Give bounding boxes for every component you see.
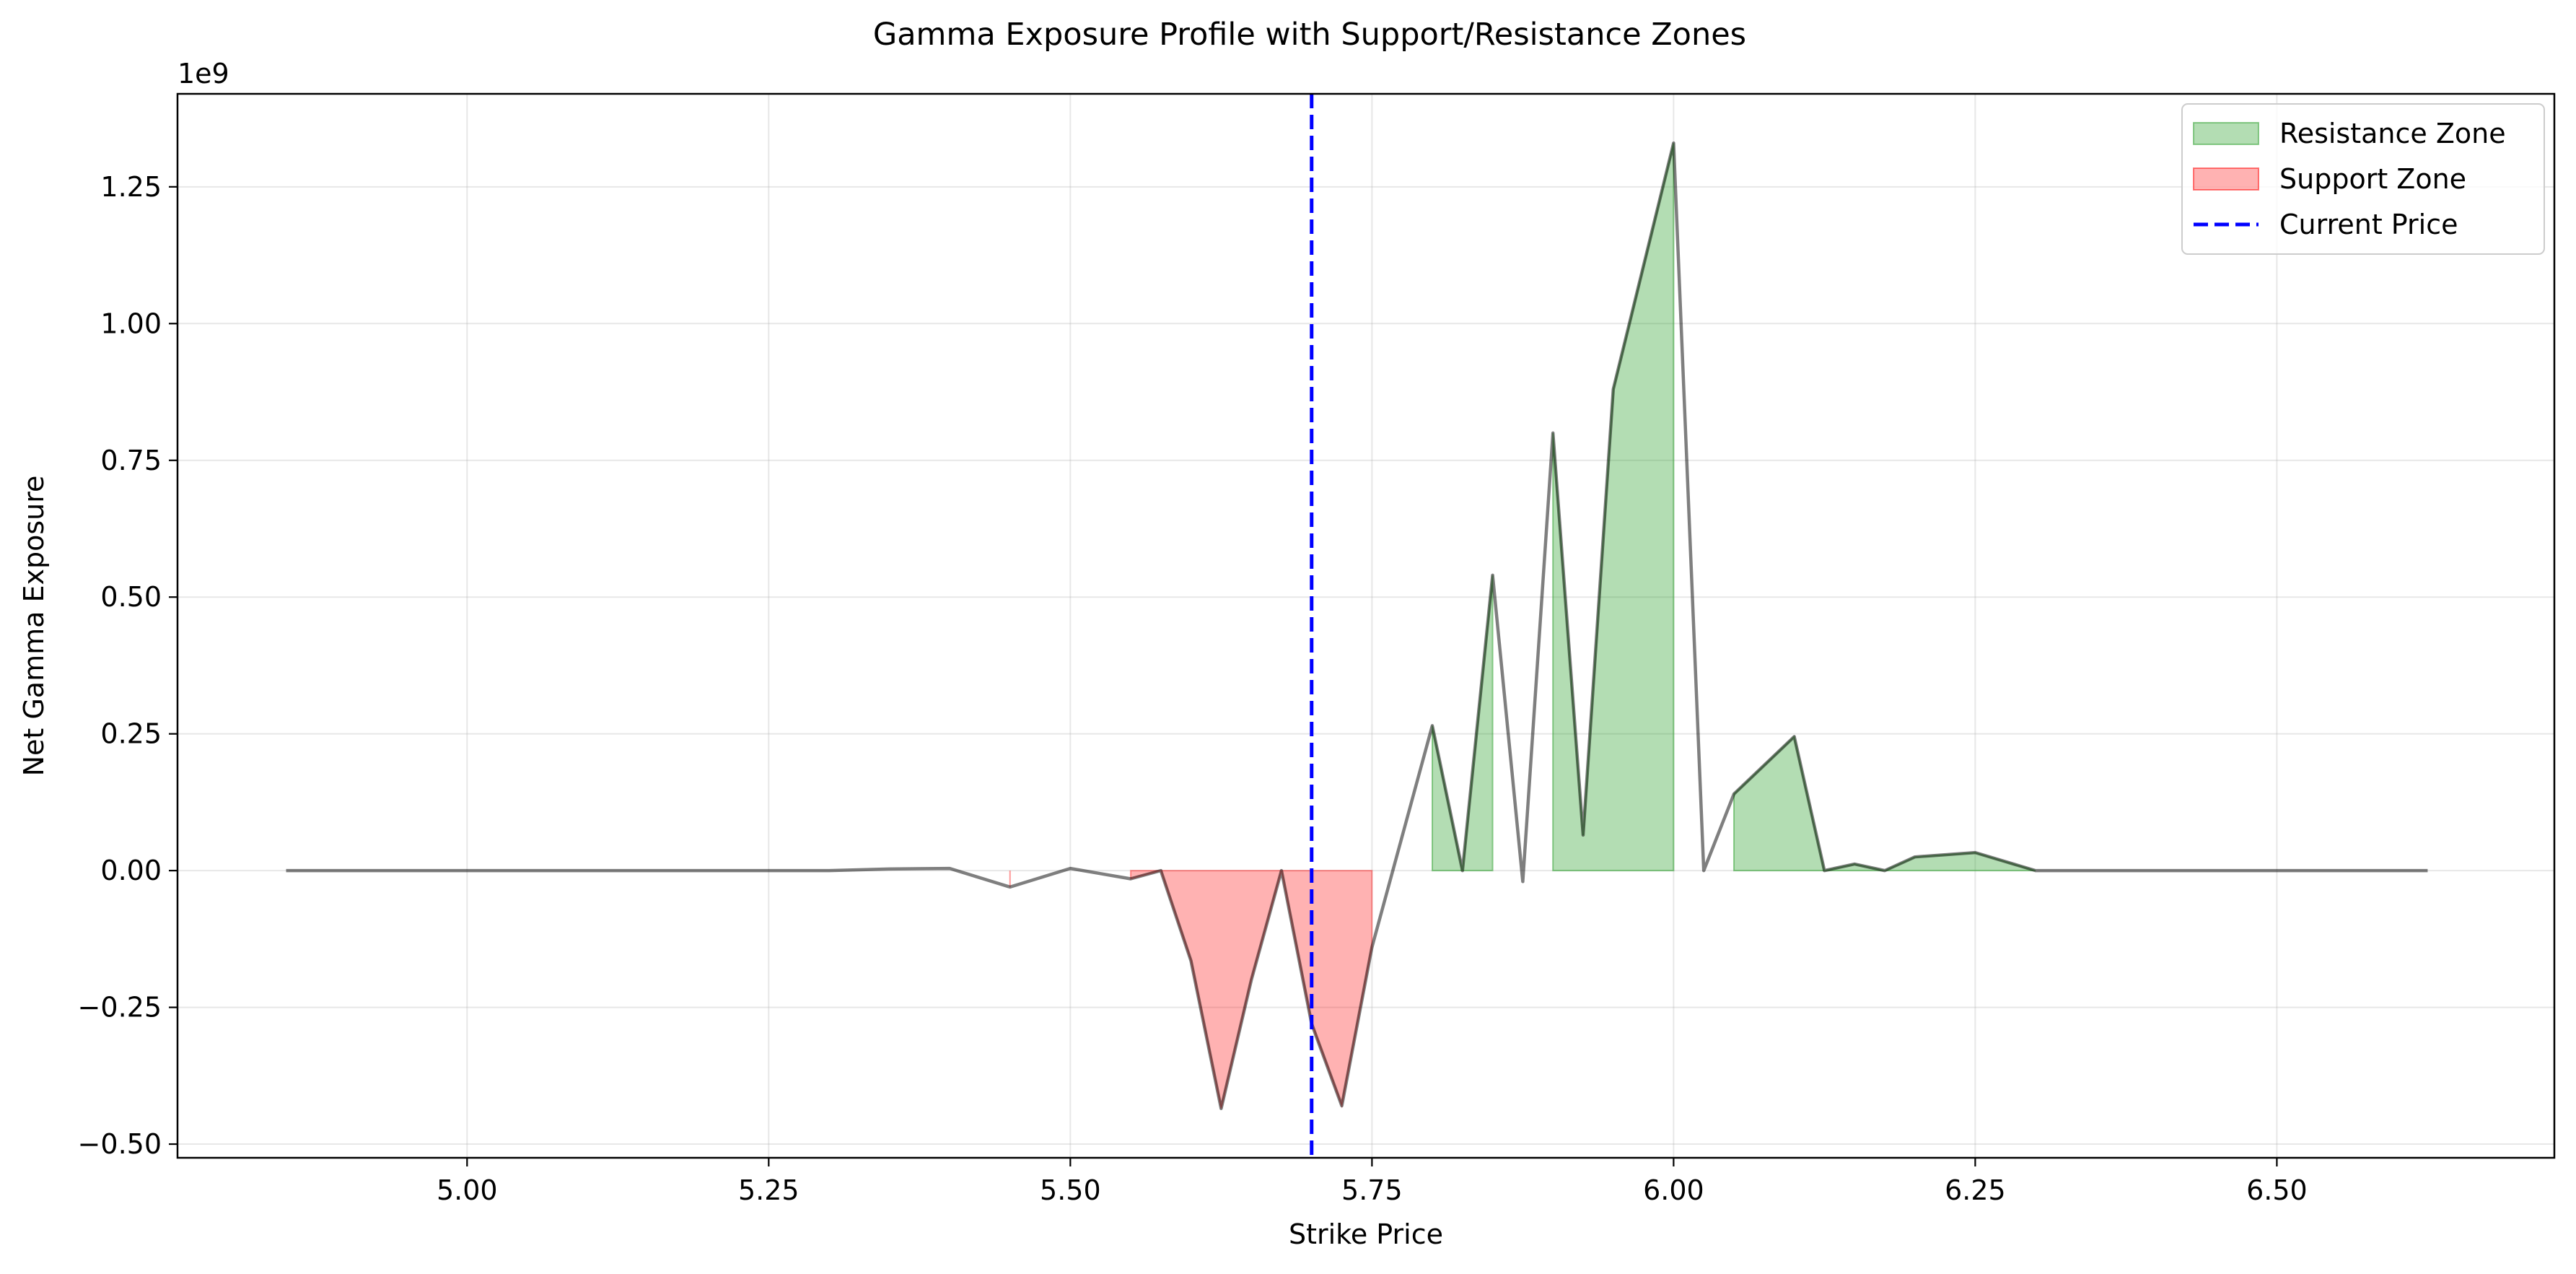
x-axis-label: Strike Price xyxy=(1289,1218,1443,1250)
y-tick-label: 0.25 xyxy=(100,718,162,750)
legend-label: Current Price xyxy=(2279,209,2458,240)
chart-title: Gamma Exposure Profile with Support/Resi… xyxy=(873,17,1746,53)
y-axis-offset-label: 1e9 xyxy=(178,58,229,90)
legend-label: Support Zone xyxy=(2279,163,2466,195)
exposure-line xyxy=(286,141,2428,1111)
y-tick-label: 0.75 xyxy=(100,445,162,476)
y-axis-ticks: −0.50 −0.25 0.00 0.25 0.50 0.75 1.00 1.25 xyxy=(78,171,178,1160)
x-tick-label: 5.00 xyxy=(437,1174,498,1206)
x-tick-label: 5.75 xyxy=(1341,1174,1403,1206)
x-tick-label: 6.50 xyxy=(2246,1174,2308,1206)
legend-box xyxy=(2181,103,2545,255)
legend-swatch-support xyxy=(2193,167,2259,191)
x-tick-label: 6.25 xyxy=(1945,1174,2006,1206)
plot-frame xyxy=(176,92,2556,1159)
net-gamma-line xyxy=(286,141,2428,1111)
y-tick-label: 1.25 xyxy=(100,171,162,203)
legend: Resistance Zone Support Zone Current Price xyxy=(2181,103,2545,255)
x-tick-label: 5.25 xyxy=(738,1174,799,1206)
y-tick-label: −0.50 xyxy=(78,1128,162,1160)
legend-swatch-resistance xyxy=(2193,122,2259,145)
y-tick-label: 1.00 xyxy=(100,307,162,339)
y-tick-label: 0.50 xyxy=(100,581,162,613)
y-axis-label: Net Gamma Exposure xyxy=(18,476,50,777)
y-tick-label: 0.00 xyxy=(100,855,162,886)
x-tick-label: 6.00 xyxy=(1643,1174,1704,1206)
y-tick-label: −0.25 xyxy=(78,992,162,1024)
x-axis-ticks: 5.00 5.25 5.50 5.75 6.00 6.25 6.50 xyxy=(437,1158,2308,1206)
x-tick-label: 5.50 xyxy=(1040,1174,1101,1206)
legend-label: Resistance Zone xyxy=(2279,118,2506,149)
